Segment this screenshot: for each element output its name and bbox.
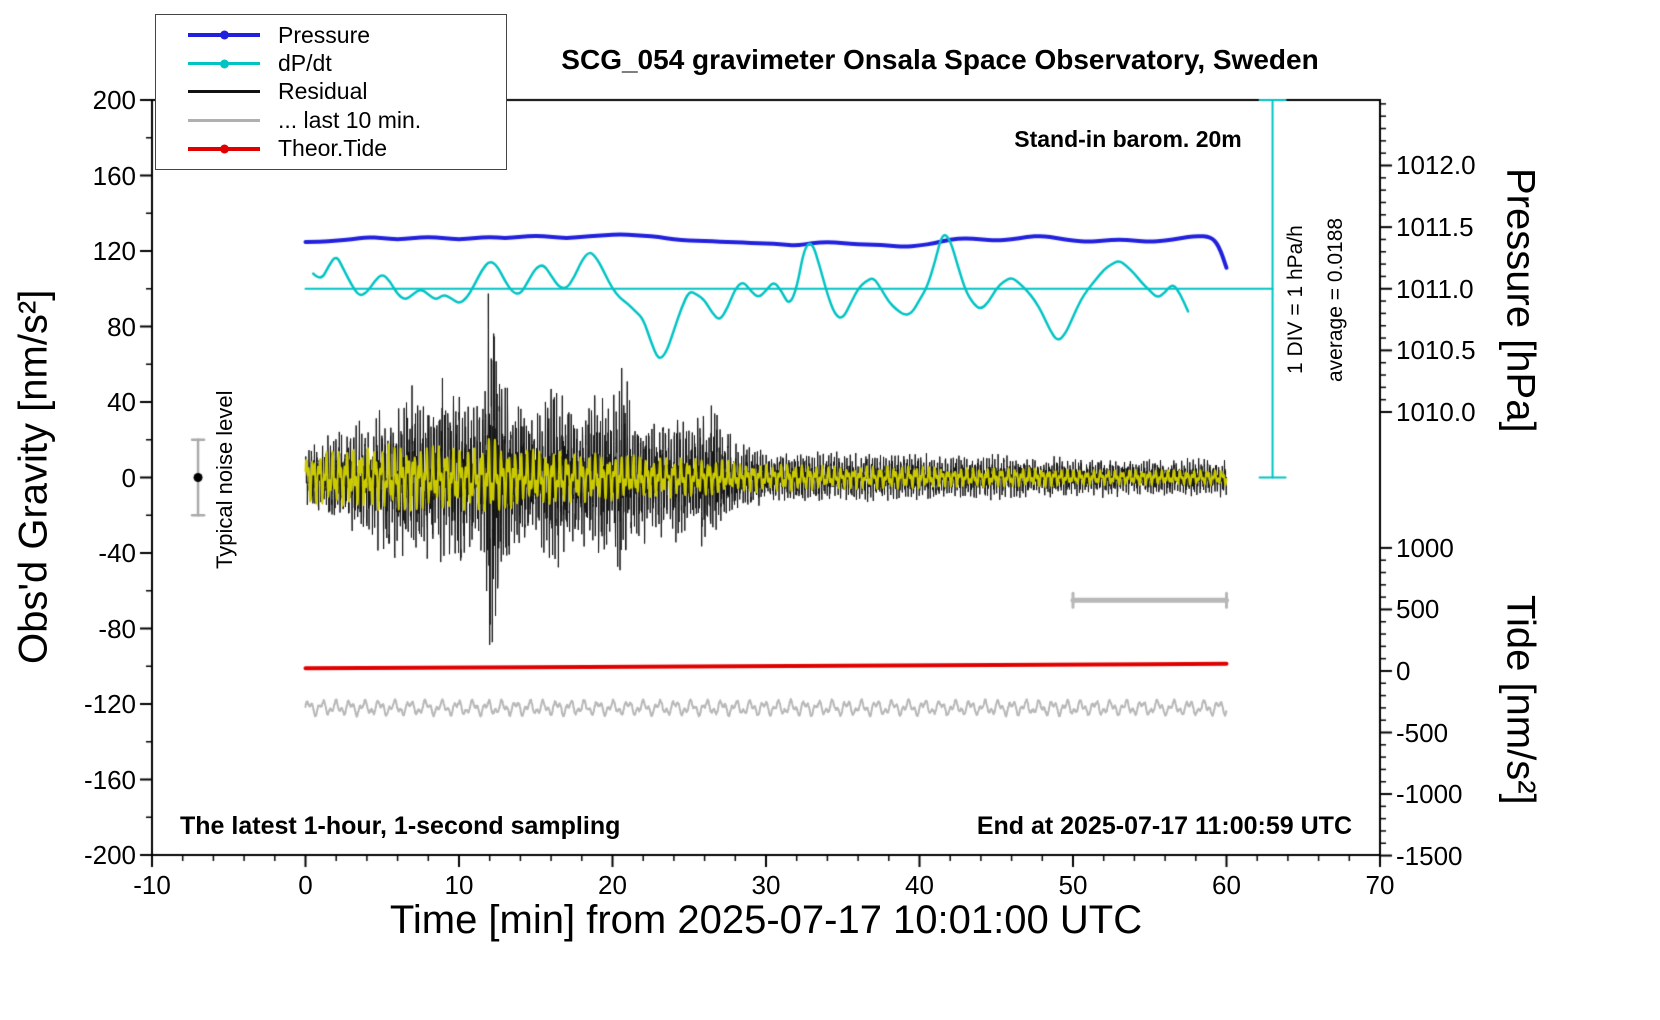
typical-noise-level-label: Typical noise level <box>212 390 237 570</box>
legend-item--last-10-min-: ... last 10 min. <box>156 107 506 133</box>
legend-dot-marker <box>220 59 229 69</box>
legend-item-residual: Residual <box>156 78 506 105</box>
legend-line-sample <box>188 118 260 122</box>
div-scale-label: 1 DIV = 1 hPa/h <box>1284 225 1307 375</box>
legend-line-sample <box>188 144 260 154</box>
end-time-note: End at 2025-07-17 11:00:59 UTC <box>976 812 1352 840</box>
legend-dot-marker <box>220 144 229 154</box>
legend-label: Theor.Tide <box>278 135 388 162</box>
legend-dot-marker <box>220 30 229 40</box>
average-value-label: average = 0.0188 <box>1324 217 1347 383</box>
legend-label: Pressure <box>278 21 371 48</box>
legend-line-sample <box>188 30 260 40</box>
sampling-note: The latest 1-hour, 1-second sampling <box>180 812 621 840</box>
legend-item-dp-dt: dP/dt <box>156 50 506 77</box>
legend-item-pressure: Pressure <box>156 22 506 48</box>
chart-title: SCG_054 gravimeter Onsala Space Observat… <box>561 44 1319 75</box>
legend-line-sample <box>188 59 260 69</box>
legend-line-sample <box>188 90 260 94</box>
standin-barometer-note: Stand-in barom. 20m <box>1014 126 1242 152</box>
legend-box: Pressure dP/dt Residual... last 10 min. The… <box>155 14 507 170</box>
x-axis-title-time: Time [min] from 2025-07-17 10:01:00 UTC <box>389 898 1143 942</box>
legend-label: ... last 10 min. <box>278 106 422 133</box>
y-axis-title-tide: Tide [nm/s²] <box>1498 595 1543 805</box>
legend-item-theor-tide: Theor.Tide <box>156 135 506 162</box>
legend-label: Residual <box>278 78 368 105</box>
y-axis-title-pressure: Pressure [hPa] <box>1498 167 1543 433</box>
y-axis-title-gravity: Obs'd Gravity [nm/s²] <box>11 289 56 665</box>
legend-label: dP/dt <box>278 50 332 77</box>
